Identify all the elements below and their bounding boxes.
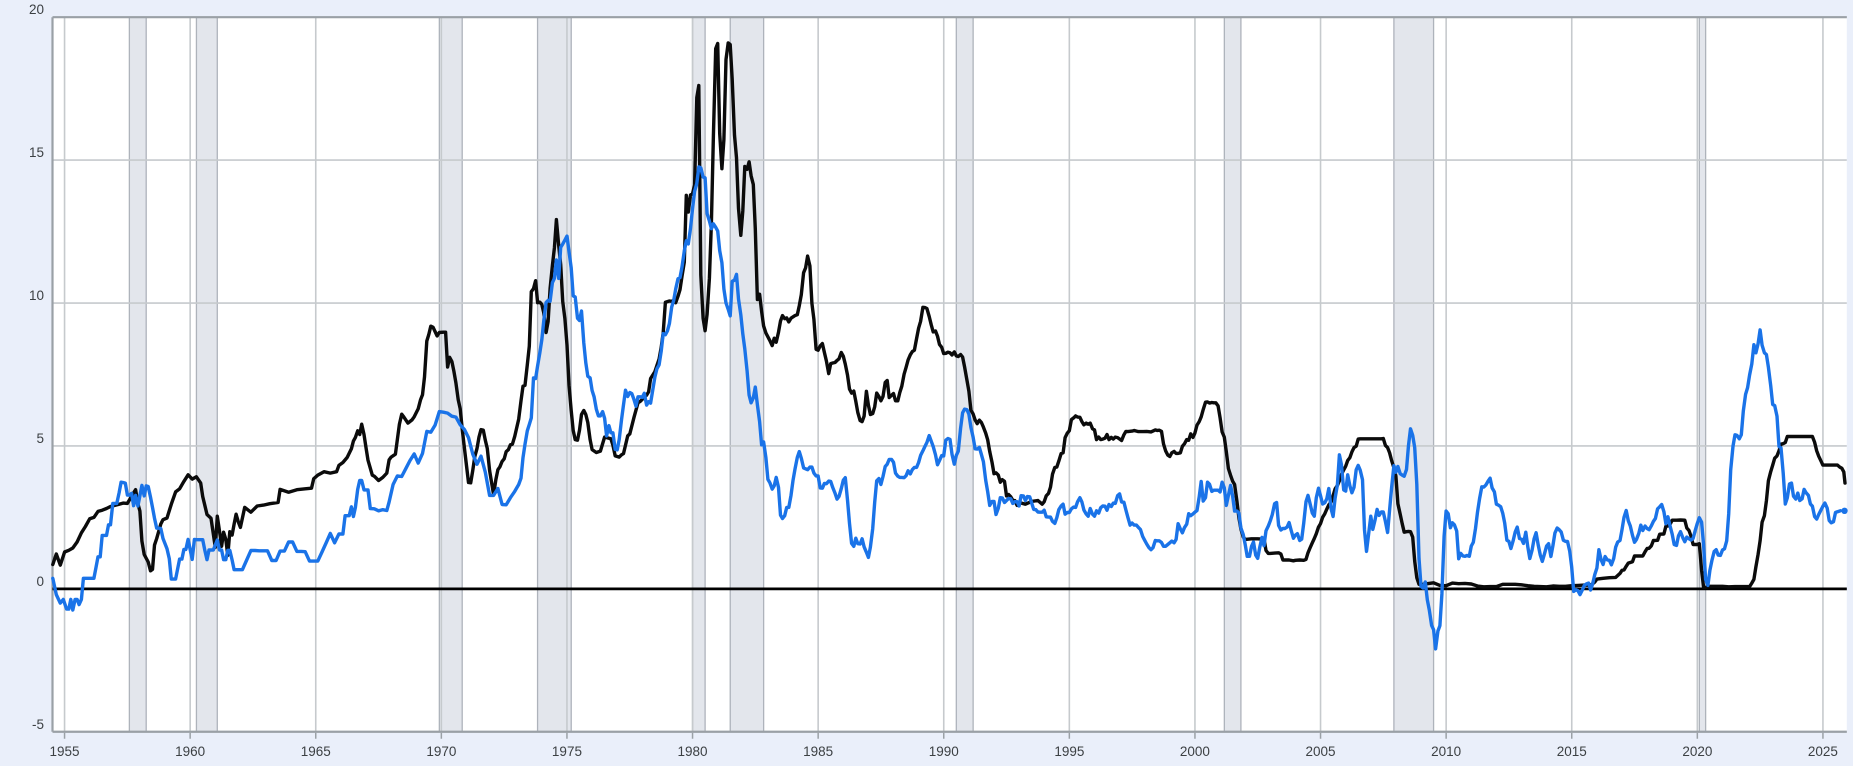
recession-band <box>1224 17 1241 732</box>
x-tick-label-1990: 1990 <box>929 744 959 759</box>
x-tick-label-2005: 2005 <box>1306 744 1336 759</box>
y-tick-label-0: 0 <box>36 574 44 589</box>
recession-band <box>439 17 463 732</box>
x-axis-labels: 1955 1960 1965 1970 1975 1980 1985 1990 1995 2000… <box>50 744 1838 759</box>
y-tick-label-5: 5 <box>36 431 44 446</box>
x-tick-label-1980: 1980 <box>678 744 708 759</box>
recession-band <box>1699 17 1706 732</box>
plot-border <box>51 16 1847 733</box>
x-tick-label-2010: 2010 <box>1431 744 1461 759</box>
x-tick-label-1965: 1965 <box>301 744 331 759</box>
x-tick-label-1960: 1960 <box>175 744 205 759</box>
y-tick-label-20: 20 <box>29 2 44 17</box>
x-tick-label-1970: 1970 <box>426 744 456 759</box>
series-blue-end-dot <box>1841 507 1848 515</box>
x-axis-ticks <box>63 732 1824 739</box>
y-tick-label-15: 15 <box>29 145 44 160</box>
y-tick-label--5: -5 <box>32 717 44 732</box>
x-tick-label-1975: 1975 <box>552 744 582 759</box>
x-tick-label-1955: 1955 <box>50 744 80 759</box>
x-tick-label-2020: 2020 <box>1682 744 1712 759</box>
recession-band <box>129 17 147 732</box>
series-blue-line[interactable] <box>51 165 1843 651</box>
x-tick-label-2025: 2025 <box>1808 744 1838 759</box>
x-tick-label-1985: 1985 <box>803 744 833 759</box>
recession-band <box>1393 17 1434 732</box>
recession-band <box>196 17 218 732</box>
x-tick-label-2000: 2000 <box>1180 744 1210 759</box>
x-tick-label-1995: 1995 <box>1054 744 1084 759</box>
recession-band <box>537 17 572 732</box>
x-tick-label-2015: 2015 <box>1557 744 1587 759</box>
y-tick-label-10: 10 <box>29 288 44 303</box>
y-axis-labels: -5 0 5 10 15 20 <box>29 2 44 732</box>
plot-area[interactable] <box>52 17 1847 732</box>
